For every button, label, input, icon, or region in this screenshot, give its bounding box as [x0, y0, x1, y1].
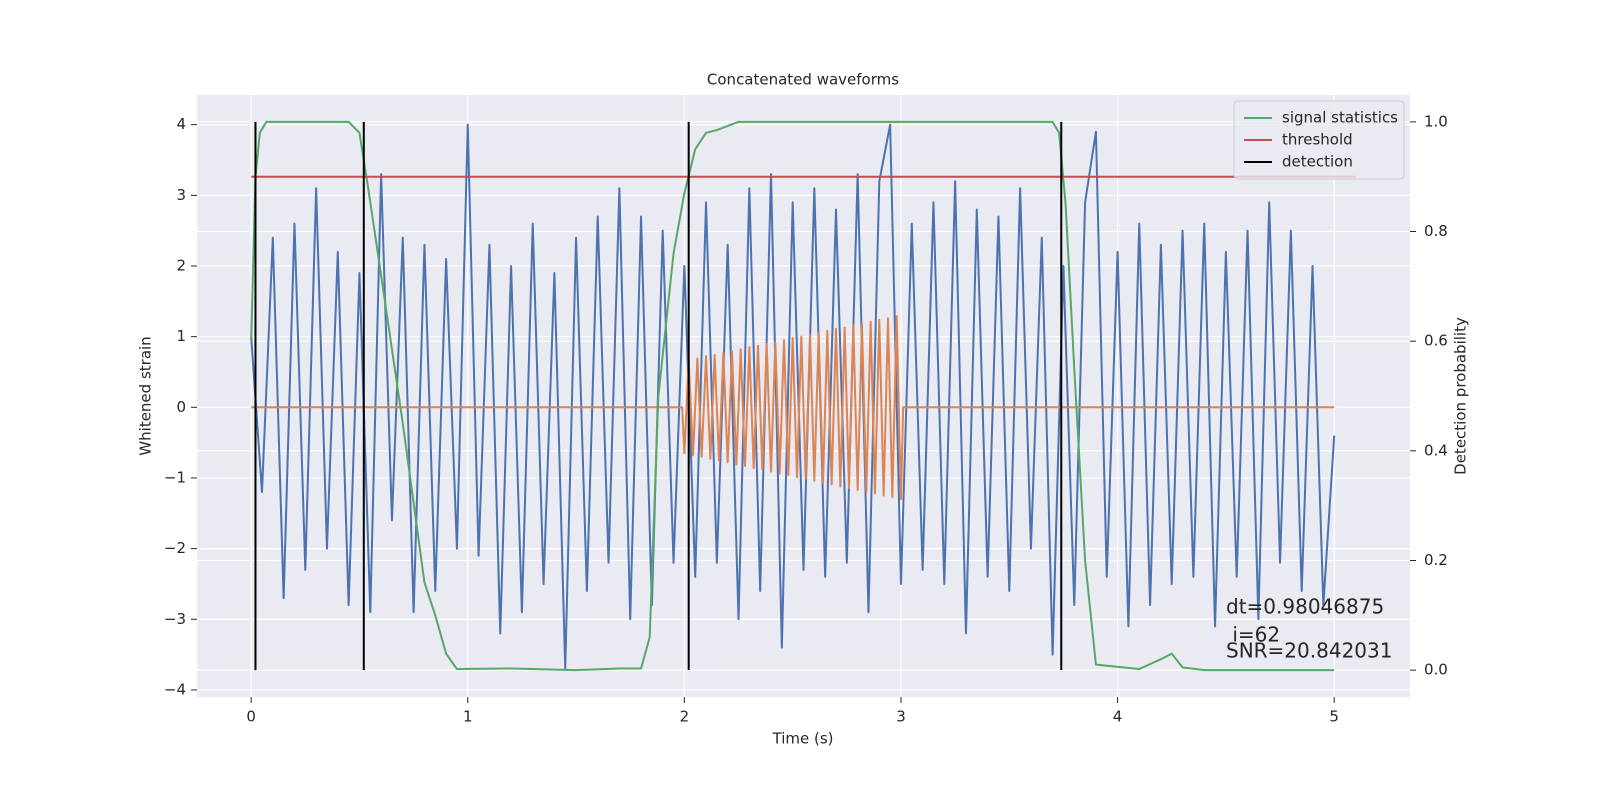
series-line [251, 315, 1335, 501]
x-tick-label: 3 [896, 708, 906, 726]
legend-box [1233, 100, 1405, 180]
y2-tick-label: 0.2 [1424, 551, 1448, 569]
x-tick-label: 5 [1329, 708, 1339, 726]
series-line [250, 123, 1336, 670]
y2-tick-label: 1.0 [1424, 112, 1448, 130]
y-axis-label: Whitened strain [137, 336, 155, 455]
x-tick-label: 2 [680, 708, 690, 726]
x-tick-label: 1 [463, 708, 473, 726]
y-tick-label: 3 [176, 186, 186, 204]
y-tick-label: 2 [176, 256, 186, 274]
x-tick-label: 4 [1113, 708, 1123, 726]
y2-axis-label: Detection probability [1452, 317, 1470, 475]
y-tick-label: −2 [164, 539, 186, 557]
annotation: dt=0.98046875 [1226, 595, 1384, 619]
annotation: i=62 [1226, 623, 1280, 647]
y-tick-label: 4 [176, 115, 186, 133]
series-line [250, 120, 1335, 672]
x-tick-label: 0 [246, 708, 256, 726]
y-tick-label: −4 [164, 680, 186, 698]
y-tick-label: 0 [176, 398, 186, 416]
y2-tick-label: 0.8 [1424, 222, 1448, 240]
annotation: SNR=20.842031 [1226, 639, 1392, 663]
y2-tick-label: 0.4 [1424, 441, 1448, 459]
y-tick-label: 1 [176, 327, 186, 345]
legend-label: detection [1282, 153, 1353, 171]
y2-tick-label: 0.0 [1424, 661, 1448, 679]
legend-label: threshold [1282, 131, 1353, 149]
y-tick-label: −3 [164, 610, 186, 628]
chart-title: Concatenated waveforms [707, 71, 899, 89]
y-tick-label: −1 [164, 468, 186, 486]
y2-tick-label: 0.6 [1424, 332, 1448, 350]
legend-label: signal statistics [1282, 109, 1398, 127]
x-axis-label: Time (s) [772, 730, 834, 748]
